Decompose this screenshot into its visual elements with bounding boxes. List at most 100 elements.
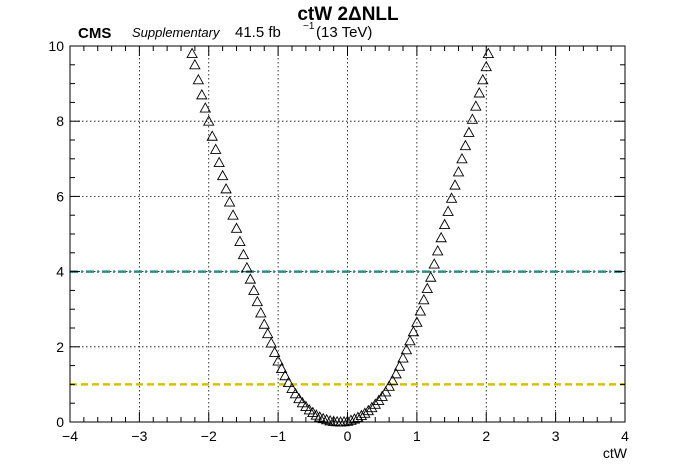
data-point xyxy=(359,407,371,418)
data-point xyxy=(258,318,271,329)
data-point xyxy=(241,261,253,273)
data-point xyxy=(459,139,472,151)
data-point xyxy=(206,130,218,141)
x-tick-label: 3 xyxy=(552,428,560,444)
data-point xyxy=(268,346,281,357)
data-point xyxy=(362,404,375,416)
data-point xyxy=(189,58,201,70)
data-point xyxy=(442,205,454,216)
data-point xyxy=(470,100,482,111)
data-point xyxy=(234,235,246,246)
data-point xyxy=(213,156,225,168)
reference-lines xyxy=(70,270,625,386)
data-point xyxy=(477,73,489,85)
y-tick-label: 10 xyxy=(48,38,64,54)
data-point xyxy=(248,284,260,295)
data-point xyxy=(324,414,336,426)
data-point xyxy=(223,196,236,207)
data-point xyxy=(369,398,382,409)
data-point xyxy=(445,192,458,203)
data-point xyxy=(237,248,250,260)
data-point xyxy=(393,360,406,371)
y-tick-label: 2 xyxy=(56,339,64,355)
data-point xyxy=(317,412,329,424)
data-point xyxy=(244,273,257,284)
data-point xyxy=(383,380,395,391)
y-tick-label: 8 xyxy=(56,113,64,129)
data-point xyxy=(480,60,493,72)
data-point xyxy=(265,337,277,348)
data-point xyxy=(196,88,208,100)
data-point xyxy=(338,415,350,427)
data-point xyxy=(279,369,291,381)
data-point xyxy=(202,115,215,126)
data-point xyxy=(320,413,333,425)
data-point xyxy=(411,316,423,327)
y-tick-label: 4 xyxy=(56,264,64,280)
data-point xyxy=(438,218,451,230)
data-point xyxy=(390,367,402,379)
axes xyxy=(69,45,626,423)
data-point xyxy=(227,209,239,220)
x-tick-label: −1 xyxy=(270,428,286,444)
y-tick-label: 0 xyxy=(56,414,64,430)
data-point xyxy=(428,258,440,269)
data-point xyxy=(286,382,298,393)
data-point xyxy=(192,73,205,85)
data-point xyxy=(414,305,427,316)
x-tick-label: 2 xyxy=(482,428,490,444)
data-point xyxy=(463,126,475,137)
x-tick-labels: −4 −3 −2 −1 0 1 2 3 4 xyxy=(62,428,629,444)
data-point xyxy=(449,179,461,190)
data-point xyxy=(341,415,354,426)
x-tick-label: −4 xyxy=(62,428,78,444)
data-point xyxy=(466,113,479,124)
y-tick-labels: 0 2 4 6 8 10 xyxy=(48,38,64,430)
data-point xyxy=(209,143,222,154)
x-tick-label: 4 xyxy=(621,428,629,444)
x-tick-label: 0 xyxy=(344,428,352,444)
data-point xyxy=(216,169,229,181)
x-tick-label: 1 xyxy=(413,428,421,444)
luminosity-exponent: −1 xyxy=(303,21,315,32)
x-tick-label: −3 xyxy=(131,428,147,444)
data-point xyxy=(431,244,444,256)
data-point xyxy=(296,396,309,408)
data-point xyxy=(261,327,274,339)
data-point xyxy=(418,293,430,305)
energy-label: (13 TeV) xyxy=(316,24,372,41)
data-point xyxy=(366,401,378,413)
data-point xyxy=(424,271,437,282)
x-axis-label: ctW xyxy=(603,445,628,461)
data-point xyxy=(293,392,305,404)
data-point xyxy=(386,374,399,386)
data-point xyxy=(404,334,416,346)
data-point xyxy=(452,166,465,177)
data-point xyxy=(289,387,302,399)
data-point xyxy=(407,325,420,337)
data-point xyxy=(186,47,198,58)
chart-title: ctW 2ΔNLL xyxy=(297,4,399,25)
data-point xyxy=(435,231,447,243)
data-point xyxy=(456,152,468,164)
supplementary-label: Supplementary xyxy=(132,25,221,40)
data-point xyxy=(397,352,409,363)
data-point xyxy=(275,362,288,374)
data-point xyxy=(251,295,264,307)
data-point xyxy=(400,343,413,355)
data-point xyxy=(220,182,232,194)
luminosity-value: 41.5 fb xyxy=(235,24,281,41)
y-tick-label: 6 xyxy=(56,188,64,204)
experiment-label: CMS xyxy=(78,25,111,42)
data-point xyxy=(473,87,486,98)
x-tick-label: −2 xyxy=(201,428,217,444)
data-point xyxy=(230,222,243,233)
data-point xyxy=(421,282,434,293)
data-point xyxy=(272,355,284,366)
data-point xyxy=(255,307,267,318)
data-point xyxy=(379,385,392,397)
data-point xyxy=(199,102,212,113)
data-point xyxy=(282,376,295,387)
